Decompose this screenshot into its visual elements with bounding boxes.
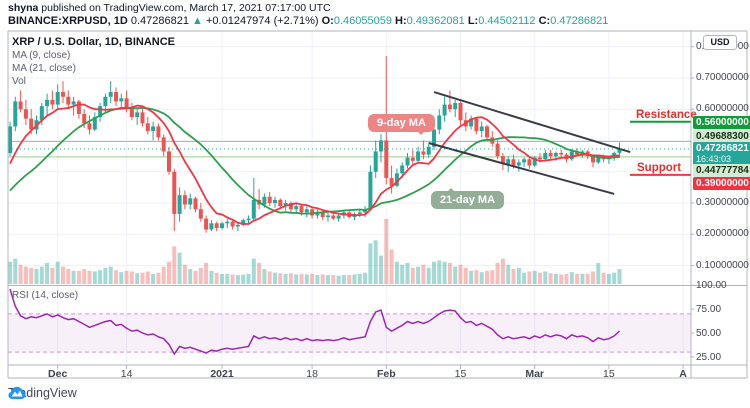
channel-upper-trendline [433,91,631,154]
price-change: +0.01247974 (+2.71%) [206,15,319,27]
byline-user: shyna [8,2,39,14]
time-tick-label: Mar [525,368,545,380]
rsi-line [9,288,621,356]
ma9-line [9,103,620,225]
price-tick-label: 0.70000000 [696,72,749,83]
price-tick-label: 0.20000000 [696,228,749,240]
current-price-value: 0.47286821 [696,143,749,154]
time-tick-label: 2021 [210,368,234,380]
support-price-badge: 0.39000000 [693,177,750,190]
price-tick-label: 0.10000000 [696,259,749,271]
time-tick-label: 14 [120,368,133,380]
ma9-callout-bubble[interactable]: 9-day MA [368,114,435,135]
tradingview-brand-text: TradingView [8,386,77,400]
alert-upper-price-badge: 0.49688300 [693,130,750,143]
legend-vol[interactable]: Vol [12,76,26,87]
high-label: H: [395,15,407,27]
rsi-tick-label: 50.00 [696,328,722,339]
footer-brand[interactable]: TradingView [8,386,77,400]
byline-text: published on TradingView.com, March 17, … [38,2,331,14]
ma21-line [9,106,620,215]
alert-lower-price-badge: 0.44777784 [693,164,750,177]
tradingview-logo-icon [8,386,26,399]
high-value: 0.49362081 [406,15,465,27]
currency-button[interactable]: USD [703,35,737,50]
close-value: 0.47286821 [550,15,609,27]
price-tick-label: 0.60000000 [696,103,749,115]
time-tick-label: Feb [376,368,396,380]
up-arrow-icon: ▲ [192,15,203,27]
low-label: L: [467,15,479,27]
ma21-callout-bubble[interactable]: 21-day MA [431,188,505,209]
rsi-legend[interactable]: RSI (14, close) [12,290,79,301]
time-tick-label: 15 [454,368,467,380]
rsi-tick-label: 25.00 [696,351,722,363]
channel-lower-trendline [428,142,615,195]
legend-ma21[interactable]: MA (21, close) [12,63,76,74]
resistance-label[interactable]: Resistance [636,109,697,121]
time-tick-label: 15 [603,368,615,380]
pane-legend: XRP / U.S. Dollar, 1D, BINANCE MA (9, cl… [12,36,175,88]
current-price-badge: 0.47286821 16:43:03 [693,142,750,165]
symbol-name: BINANCE:XRPUSD, 1D [8,15,128,27]
open-value: 0.46055059 [333,15,392,27]
legend-ma9[interactable]: MA (9, close) [12,50,71,61]
symbol-ohlc-row: BINANCE:XRPUSD, 1D 0.47286821 ▲ +0.01247… [8,15,608,27]
support-label[interactable]: Support [637,162,682,174]
price-tick-label: 0.30000000 [696,197,749,208]
legend-symbol[interactable]: XRP / U.S. Dollar, 1D, BINANCE [12,36,176,48]
low-value: 0.44502112 [478,15,536,27]
time-tick-label: Dec [48,368,68,380]
time-tick-label: 18 [306,368,318,380]
byline: shyna published on TradingView.com, Marc… [8,2,331,14]
resistance-price-badge: 0.56000000 [693,116,750,129]
close-label: C: [538,15,551,27]
bar-countdown: 16:43:03 [696,154,732,164]
open-label: O: [321,15,334,27]
rsi-tick-label: 75.00 [696,304,722,316]
rsi-tick-label: 100.00 [696,280,727,292]
last-price: 0.47286821 [130,15,189,27]
time-tick-label: A [679,368,687,380]
